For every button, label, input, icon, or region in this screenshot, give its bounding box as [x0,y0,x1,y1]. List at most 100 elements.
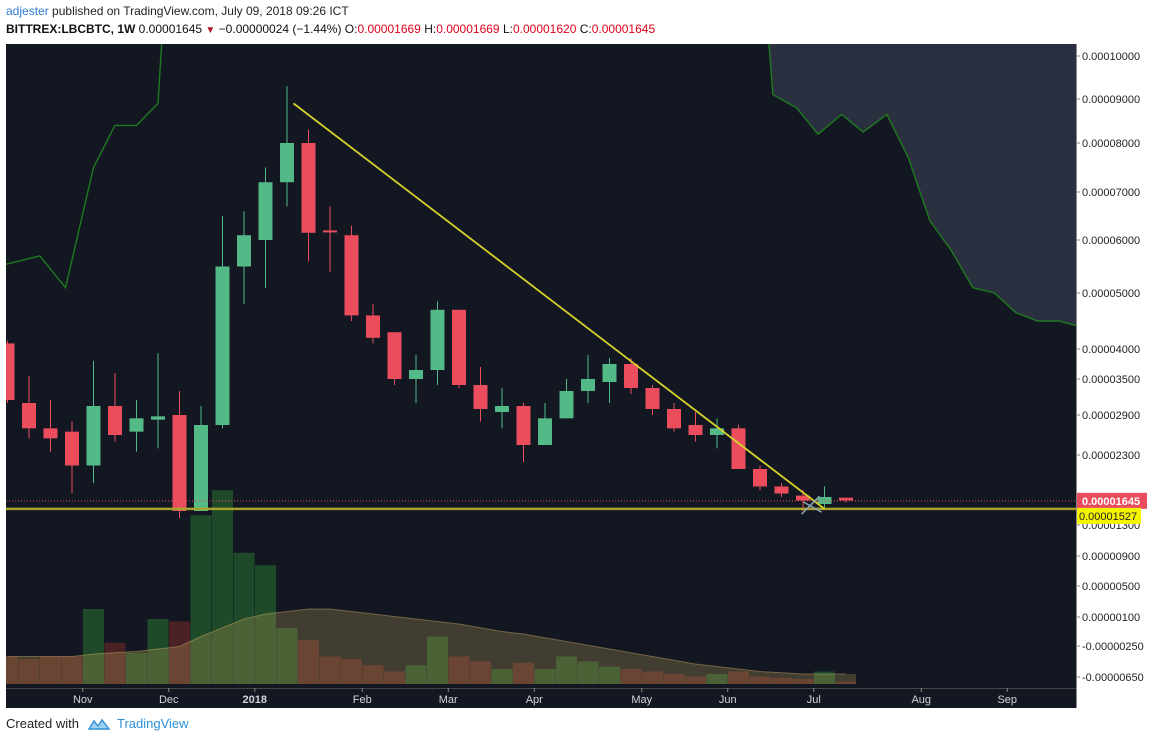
candle-body [624,364,638,388]
candle-body [473,385,488,409]
low-value: 0.00001620 [512,22,577,36]
candle-body [667,409,681,429]
price-tick-label: 0.00010000 [1082,51,1140,63]
candle-body [344,235,359,316]
volume-bar [341,659,362,684]
publish-header: adjester published on TradingView.com, J… [6,3,349,19]
volume-bar [362,665,384,684]
volume-bar [169,621,190,684]
time-tick-label: Mar [439,694,458,706]
volume-bar [706,674,728,684]
candle-body [280,143,294,183]
down-arrow-icon: ▼ [205,25,216,36]
volume-bar [212,490,233,684]
candle-body [172,415,187,511]
candle-body [774,486,789,494]
candle-body [516,406,531,445]
cloud-edge-right [768,44,1076,327]
time-tick-label: Apr [526,694,543,706]
time-axis-background [6,688,1076,708]
candle-body [6,343,15,400]
volume-ma-line [7,608,846,675]
time-tick-label: May [631,694,652,706]
support-price-tag-label: 0.00001527 [1079,511,1137,523]
candle-body [301,143,316,233]
price-tick-label: 0.00000500 [1082,581,1140,593]
candle-body [86,406,101,466]
volume-bar [491,669,513,684]
tradingview-logo-icon [87,718,111,730]
volume-bar [470,661,491,684]
volume-bar [61,656,83,684]
volume-bar [792,679,814,684]
time-tick-label: 2018 [243,694,267,706]
candle-body [237,235,251,267]
current-price-tag-label: 0.00001645 [1082,496,1140,508]
volume-bar [814,671,835,684]
volume-bar [771,677,792,684]
time-tick-label: Jun [719,694,737,706]
volume-bar [298,640,319,684]
price-tick-label: 0.00002900 [1082,410,1140,422]
cross-marker [803,501,822,513]
last-price: 0.00001645 [138,22,203,36]
plot-area [6,44,1076,684]
author-link[interactable]: adjester [6,4,49,18]
volume-bar [276,627,298,684]
volume-bar [556,656,577,684]
candle-body [710,428,724,435]
volume-bar [405,665,427,684]
time-tick-label: Jul [807,694,821,706]
volume-bar [835,681,857,684]
cloud-edge-left [6,44,163,290]
tradingview-link[interactable]: TradingView [116,716,189,731]
volume-bar [728,671,749,684]
candle-body [602,364,617,382]
candle-body [65,431,79,466]
footer: Created with TradingView [6,716,189,731]
price-tick-label: 0.00007000 [1082,187,1140,199]
price-tick-label: 0.00006000 [1082,235,1140,247]
time-tick-label: Nov [73,694,93,706]
price-axis-background [1076,44,1156,708]
price-tick-label: 0.00004000 [1082,344,1140,356]
resistance-trendline [292,102,826,510]
created-with-label: Created with [6,716,79,731]
support-price-tag [1077,507,1141,524]
volume-bar [255,565,276,684]
candle-body [151,416,165,420]
candle-body [108,406,122,435]
volume-ma-area [6,609,856,684]
low-label: L: [502,22,513,36]
volume-bar [599,666,620,684]
price-tick-label: -0.00000250 [1082,641,1144,653]
volume-bar [384,671,405,684]
close-label: C: [579,22,592,36]
candle-body [129,418,144,432]
price-tick-label: 0.00000900 [1082,551,1140,563]
ichimoku-cloud [769,44,1076,327]
candle-body [215,266,230,425]
publish-info: published on TradingView.com, July 09, 2… [52,4,349,18]
candle-body [323,230,337,233]
high-value: 0.00001669 [436,22,500,36]
candle-body [366,315,380,338]
symbol-label: BITTREX:LBCBTC, 1W [6,22,136,36]
price-tick-label: 0.00009000 [1082,94,1140,106]
candle-body [194,425,208,511]
candle-body [409,370,423,379]
volume-bar [685,676,706,684]
candle-body [753,469,767,487]
volume-bar [126,652,147,684]
volume-bar [40,656,61,684]
candle-body [22,403,36,429]
candle-body [581,379,595,391]
volume-bar [749,676,771,684]
high-label: H: [424,22,437,36]
candle-body [495,406,509,412]
price-change: −0.00000024 (−1.44%) [218,22,342,36]
volume-bar [83,609,104,684]
candle-body [559,391,574,419]
volume-bar [6,656,18,684]
